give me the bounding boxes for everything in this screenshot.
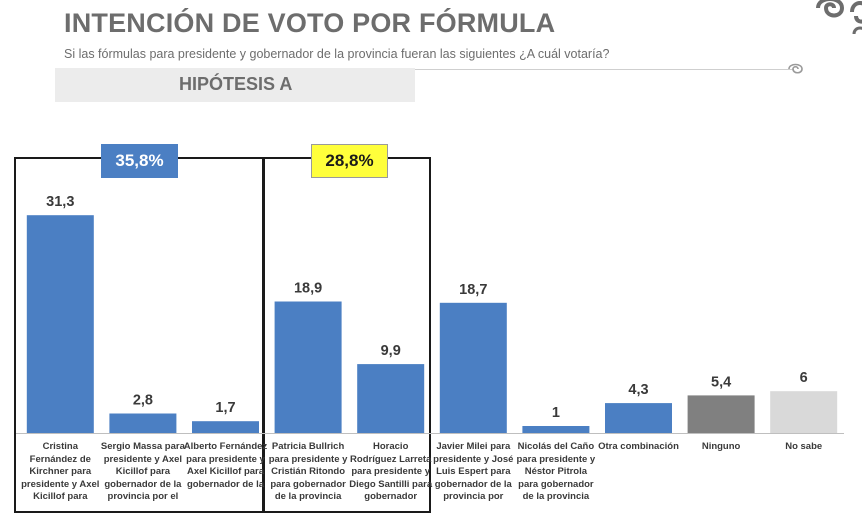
- bar-1: [26, 215, 94, 433]
- bar-value-label-9: 5,4: [711, 374, 731, 390]
- bar-value-label-10: 6: [800, 370, 808, 386]
- category-label-1: Cristina Fernández de Kirchner para pres…: [21, 441, 100, 503]
- group-total-badge-1: 35,8%: [101, 144, 178, 178]
- bar-value-label-8: 4,3: [628, 382, 648, 398]
- page-title: INTENCIÓN DE VOTO POR FÓRMULA: [64, 8, 556, 38]
- bar-value-label-5: 9,9: [381, 343, 401, 359]
- swirl-icon: [788, 63, 803, 74]
- hypothesis-label: HIPÓTESIS A: [179, 74, 293, 94]
- logo-icon: [816, 0, 862, 35]
- hypothesis-banner: HIPÓTESIS A: [55, 68, 415, 102]
- category-label-6: Javier Milei para presidente y José Luis…: [433, 441, 514, 503]
- page-subtitle: Si las fórmulas para presidente y gobern…: [64, 47, 610, 61]
- category-label-8: Otra combinación: [598, 441, 679, 452]
- bar-value-label-6: 18,7: [459, 282, 487, 298]
- bar-value-label-7: 1: [552, 405, 560, 421]
- group-total-badge-2: 28,8%: [311, 144, 388, 178]
- category-label-5: Horacio Rodríguez Larreta para president…: [349, 441, 433, 503]
- bar-4: [274, 301, 342, 433]
- bar-value-label-3: 1,7: [215, 400, 235, 416]
- bar-5: [357, 364, 425, 433]
- x-axis-line: [16, 433, 844, 434]
- bar-value-label-2: 2,8: [133, 393, 153, 409]
- bar-value-label-1: 31,3: [46, 194, 74, 210]
- bar-6: [439, 302, 507, 433]
- category-label-3: Alberto Fernández para presidente y Axel…: [183, 441, 268, 490]
- category-label-2: Sergio Massa para presidente y Axel Kici…: [100, 441, 185, 503]
- subtitle-divider: [64, 69, 794, 70]
- bar-8: [605, 403, 672, 433]
- bar-2: [109, 413, 177, 433]
- bar-9: [687, 395, 755, 433]
- bar-7: [522, 426, 590, 433]
- bar-value-label-4: 18,9: [294, 281, 322, 297]
- bar-10: [770, 391, 838, 433]
- category-label-4: Patricia Bullrich para presidente y Cris…: [268, 441, 348, 503]
- category-label-7: Nicolás del Caño para presidente y Nésto…: [516, 441, 596, 503]
- bar-3: [192, 421, 259, 433]
- category-label-10: No sabe: [785, 441, 823, 452]
- category-label-9: Ninguno: [701, 441, 741, 452]
